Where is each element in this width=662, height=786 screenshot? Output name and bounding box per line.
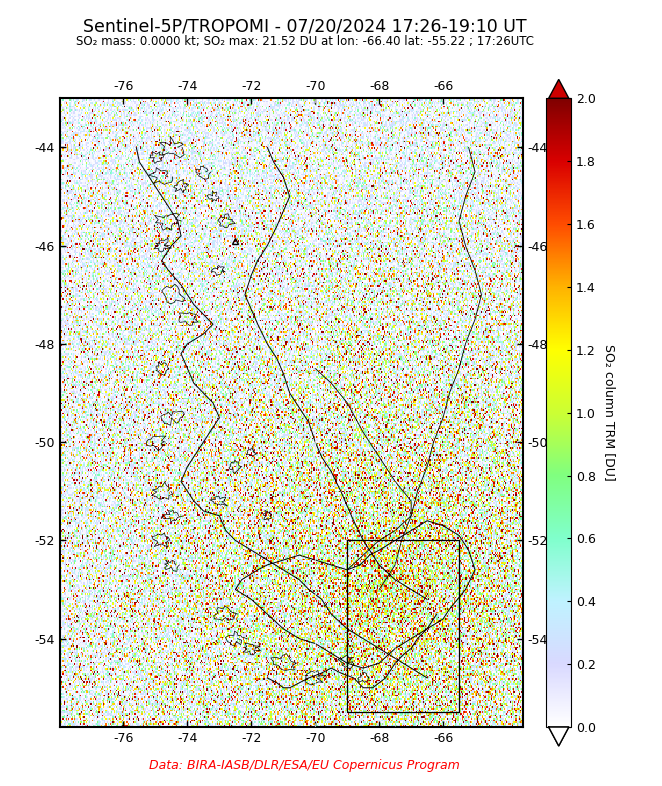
Polygon shape	[549, 727, 569, 746]
Y-axis label: SO₂ column TRM [DU]: SO₂ column TRM [DU]	[602, 344, 616, 481]
Text: Sentinel-5P/TROPOMI - 07/20/2024 17:26-19:10 UT: Sentinel-5P/TROPOMI - 07/20/2024 17:26-1…	[83, 17, 526, 35]
Text: SO₂ mass: 0.0000 kt; SO₂ max: 21.52 DU at lon: -66.40 lat: -55.22 ; 17:26UTC: SO₂ mass: 0.0000 kt; SO₂ max: 21.52 DU a…	[75, 35, 534, 48]
Text: Data: BIRA-IASB/DLR/ESA/EU Copernicus Program: Data: BIRA-IASB/DLR/ESA/EU Copernicus Pr…	[149, 758, 460, 772]
Polygon shape	[549, 79, 569, 98]
